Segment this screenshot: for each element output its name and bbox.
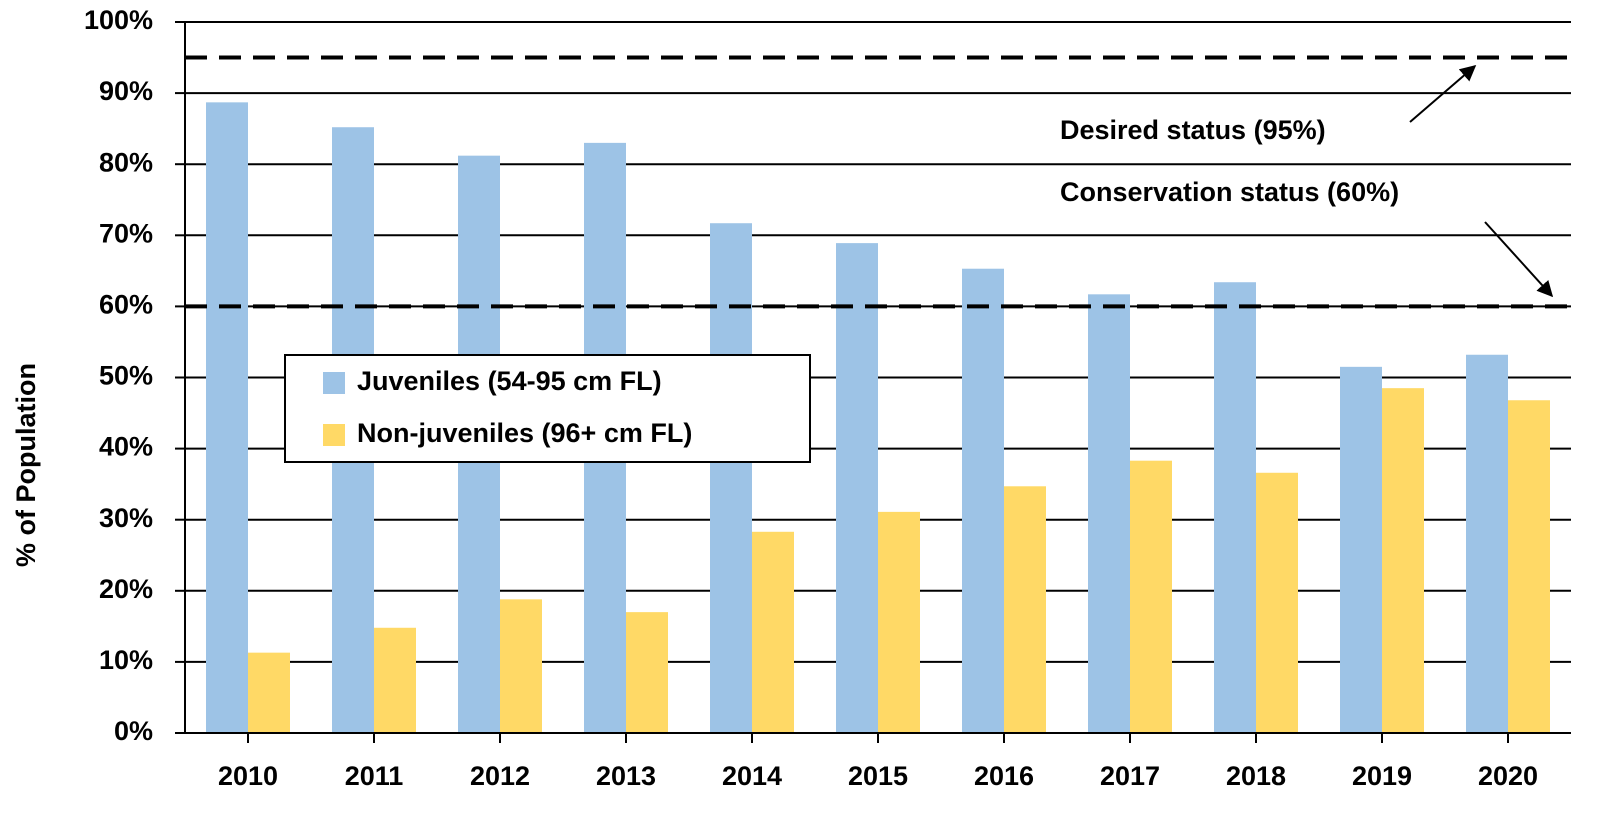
- bar: [1088, 294, 1130, 733]
- bar: [1214, 282, 1256, 733]
- bar: [248, 652, 290, 733]
- x-tick-label: 2011: [345, 761, 404, 791]
- x-tick-label: 2010: [218, 761, 278, 791]
- y-tick-label: 50%: [99, 361, 153, 391]
- legend-label: Non-juveniles (96+ cm FL): [357, 418, 692, 448]
- bar: [1508, 400, 1550, 733]
- bar: [836, 243, 878, 733]
- y-tick-label: 20%: [99, 574, 153, 604]
- x-tick-label: 2018: [1226, 761, 1286, 791]
- bar: [1466, 354, 1508, 733]
- annotation: Conservation status (60%): [1060, 177, 1399, 207]
- bar: [206, 102, 248, 733]
- x-tick-label: 2020: [1478, 761, 1538, 791]
- y-tick-label: 40%: [99, 432, 153, 462]
- x-tick-label: 2014: [722, 761, 782, 791]
- bar: [374, 627, 416, 733]
- bar: [626, 612, 668, 733]
- legend-swatch: [323, 424, 345, 446]
- annotation: Desired status (95%): [1060, 115, 1326, 145]
- x-tick-label: 2016: [974, 761, 1034, 791]
- y-tick-label: 60%: [99, 290, 153, 320]
- legend-label: Juveniles (54-95 cm FL): [357, 366, 662, 396]
- bar: [500, 599, 542, 733]
- bar: [878, 511, 920, 733]
- y-tick-label: 10%: [99, 645, 153, 675]
- y-tick-label: 80%: [99, 147, 153, 177]
- y-tick-label: 0%: [114, 716, 153, 746]
- x-tick-label: 2012: [470, 761, 530, 791]
- x-tick-label: 2017: [1100, 761, 1160, 791]
- bar: [1256, 472, 1298, 733]
- legend-box: [284, 354, 811, 463]
- bar: [1004, 486, 1046, 733]
- y-axis-label: % of Population: [11, 363, 41, 567]
- y-tick-label: 90%: [99, 76, 153, 106]
- bar: [1382, 388, 1424, 733]
- bar: [1340, 366, 1382, 733]
- bar: [710, 223, 752, 733]
- bar: [752, 531, 794, 733]
- y-tick-label: 30%: [99, 503, 153, 533]
- x-tick-label: 2013: [596, 761, 656, 791]
- bar: [1130, 460, 1172, 733]
- x-tick-label: 2015: [848, 761, 908, 791]
- x-tick-label: 2019: [1352, 761, 1412, 791]
- annotation-arrow: [1484, 221, 1554, 298]
- bar: [962, 268, 1004, 733]
- y-tick-label: 70%: [99, 218, 153, 248]
- legend-swatch: [323, 372, 345, 394]
- annotation-arrow: [1409, 64, 1477, 123]
- y-tick-label: 100%: [84, 5, 153, 35]
